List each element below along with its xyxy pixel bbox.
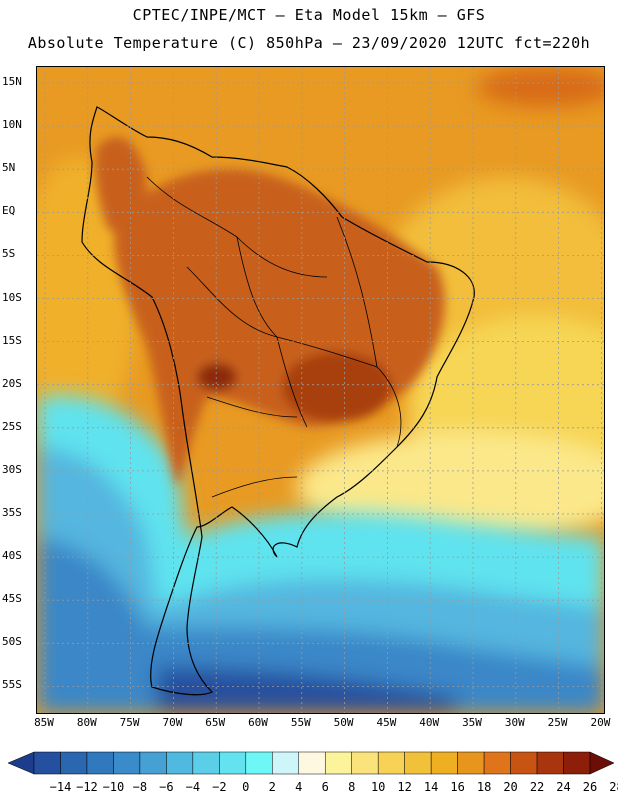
- lat-label: 15S: [2, 333, 22, 347]
- lon-label: 35W: [462, 716, 482, 729]
- lon-label: 20W: [590, 716, 611, 729]
- colorbar-swatch: [404, 751, 432, 775]
- colorbar-tick-label: −12: [76, 780, 98, 794]
- colorbar-tick-label: −6: [159, 780, 174, 794]
- colorbar-swatch: [33, 751, 61, 775]
- colorbar-swatch: [219, 751, 247, 775]
- colorbar-swatch: [483, 751, 511, 775]
- colorbar-arrow-left: [7, 751, 35, 775]
- colorbar-swatch: [563, 751, 591, 775]
- lon-label: 25W: [547, 716, 568, 729]
- colorbar-swatch: [245, 751, 273, 775]
- lat-label: 55S: [2, 678, 22, 692]
- map-title-line-2: Absolute Temperature (C) 850hPa – 23/09/…: [27, 34, 591, 52]
- colorbar-tick-label: 4: [295, 780, 303, 794]
- colorbar-tick-label: 22: [529, 780, 545, 794]
- colorbar-tick-label: −14: [49, 780, 72, 794]
- colorbar-tick-label: 24: [556, 780, 571, 794]
- lat-label: 45S: [2, 592, 22, 606]
- colorbar-tick-label: 14: [423, 780, 439, 794]
- temperature-map: [36, 66, 605, 714]
- colorbar-arrow-right: [589, 751, 615, 775]
- colorbar-swatch: [457, 751, 485, 775]
- lon-label: 70W: [162, 716, 183, 729]
- lon-label: 65W: [205, 716, 226, 729]
- colorbar-tick-label: 0: [242, 780, 250, 794]
- lon-label: 80W: [76, 716, 97, 729]
- colorbar-swatch: [86, 751, 114, 775]
- colorbar-swatch: [324, 751, 352, 775]
- map-canvas: [37, 67, 604, 713]
- colorbar-tick-label: −10: [102, 780, 125, 794]
- colorbar-tick-label: 28: [609, 780, 618, 794]
- field-hotspot-west: [197, 363, 237, 391]
- lon-label: 30W: [504, 716, 525, 729]
- colorbar-tick-label: −2: [212, 780, 227, 794]
- lat-label: EQ: [2, 204, 16, 218]
- lon-label: 40W: [419, 716, 440, 729]
- colorbar-tick-label: −8: [132, 780, 148, 794]
- field-hotspot-east: [282, 352, 392, 422]
- field-andes-north: [95, 137, 147, 234]
- colorbar-swatch: [430, 751, 458, 775]
- colorbar-svg: [7, 751, 615, 775]
- colorbar-tick-label: 10: [370, 780, 386, 794]
- lat-label: 20S: [2, 376, 22, 390]
- colorbar-tick-label: 6: [321, 780, 329, 794]
- colorbar-swatch: [510, 751, 538, 775]
- lat-label: 40S: [2, 549, 22, 563]
- map-title-line-1: CPTEC/INPE/MCT – Eta Model 15km – GFS: [132, 6, 486, 24]
- colorbar-swatch: [377, 751, 405, 775]
- colorbar-swatch: [536, 751, 564, 775]
- lat-label: 10S: [2, 290, 22, 304]
- lat-label: 15N: [2, 75, 22, 88]
- colorbar-swatch: [272, 751, 300, 775]
- colorbar-swatch: [351, 751, 379, 775]
- colorbar-swatch: [166, 751, 194, 775]
- lat-label: 5N: [2, 161, 16, 175]
- lat-label: 50S: [2, 635, 22, 649]
- colorbar-swatch: [192, 751, 220, 775]
- lon-label: 45W: [376, 716, 397, 729]
- lat-label: 10N: [2, 118, 22, 132]
- lat-label: 35S: [2, 506, 22, 519]
- lon-label: 85W: [34, 716, 54, 729]
- colorbar-swatch: [139, 751, 167, 775]
- colorbar-tick-label: 20: [503, 780, 518, 794]
- colorbar-tick-label: 8: [348, 780, 356, 794]
- continent-coastline: [81, 106, 475, 696]
- colorbar-tick-label: 12: [397, 780, 412, 794]
- lon-label: 55W: [290, 716, 311, 729]
- colorbar-tick-label: 26: [582, 780, 598, 794]
- lon-label: 75W: [119, 716, 140, 729]
- colorbar-swatch: [298, 751, 326, 775]
- lon-label: 50W: [333, 716, 354, 729]
- colorbar-swatch: [113, 751, 141, 775]
- colorbar-swatch: [60, 751, 88, 775]
- lon-label: 60W: [248, 716, 268, 729]
- colorbar-tick-label: 18: [476, 780, 492, 794]
- lat-label: 30S: [2, 462, 22, 476]
- lat-label: 5S: [2, 247, 16, 261]
- country-borders: [146, 176, 402, 498]
- colorbar-tick-label: 16: [450, 780, 465, 794]
- field-south-darkblue: [157, 667, 457, 713]
- colorbar-tick-label: 2: [268, 780, 276, 794]
- colorbar-tick-label: −4: [185, 780, 201, 794]
- lat-label: 25S: [2, 419, 22, 433]
- field-north-hot: [477, 67, 604, 107]
